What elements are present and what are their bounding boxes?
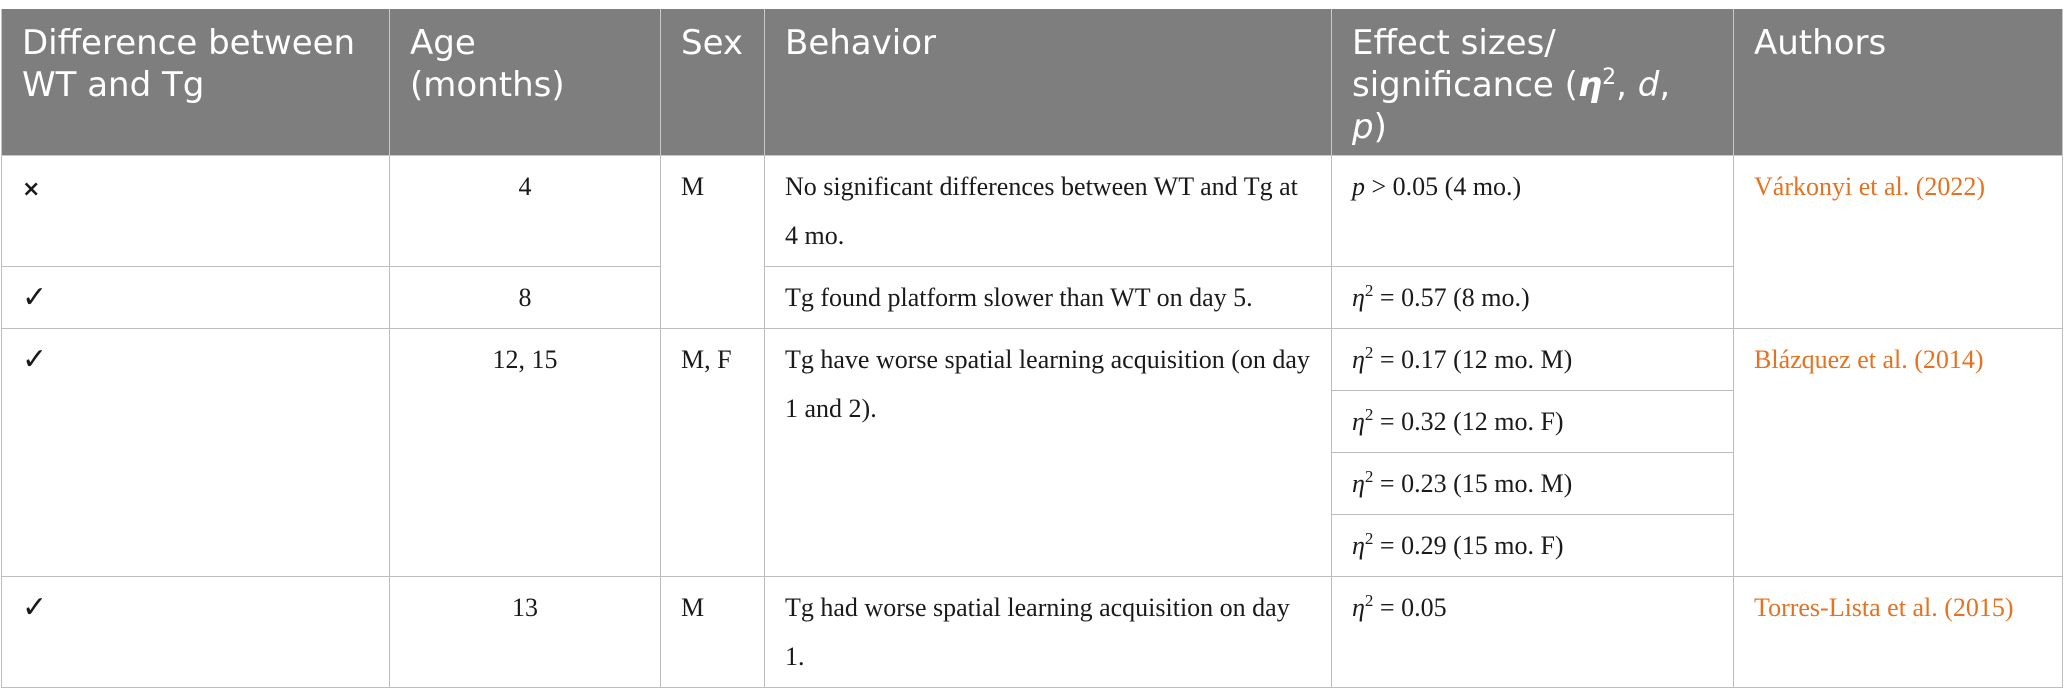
effect-cell: η2 = 0.29 (15 mo. F) xyxy=(1331,514,1734,577)
effect-symbol: η xyxy=(1352,469,1365,498)
table-row: ✓ 13 M Tg had worse spatial learning acq… xyxy=(1,576,2063,688)
effect-sup: 2 xyxy=(1364,528,1374,548)
effect-cell: η2 = 0.17 (12 mo. M) xyxy=(1331,328,1734,391)
effect-value: = 0.57 (8 mo.) xyxy=(1373,283,1530,312)
header-effect-sizes: Effect sizes/ significance (η2, d, p) xyxy=(1331,9,1734,156)
effect-sup: 2 xyxy=(1364,280,1374,300)
age-cell: 12, 15 xyxy=(389,328,661,577)
behavior-cell: Tg found platform slower than WT on day … xyxy=(764,266,1332,329)
effect-value: = 0.05 xyxy=(1373,593,1447,622)
effect-symbol: η xyxy=(1352,531,1365,560)
effect-sup: 2 xyxy=(1364,590,1374,610)
age-cell: 8 xyxy=(389,266,661,329)
header-effect-sup: 2 xyxy=(1602,64,1617,90)
header-effect-sep2: , xyxy=(1659,65,1671,105)
check-icon: ✓ xyxy=(22,280,48,315)
header-effect-prefix: Effect sizes/ significance ( xyxy=(1352,23,1578,105)
authors-cell: Várkonyi et al. (2022) xyxy=(1733,155,2063,329)
author-link[interactable]: Várkonyi et al. (2022) xyxy=(1754,172,1986,201)
difference-cell: × xyxy=(1,155,390,267)
sex-cell: M xyxy=(660,155,765,329)
table-row: ✓ 12, 15 M, F Tg have worse spatial lear… xyxy=(1,328,2063,577)
sex-cell: M xyxy=(660,576,765,688)
effect-cell: p > 0.05 (4 mo.) xyxy=(1331,155,1734,267)
author-link[interactable]: Torres-Lista et al. (2015) xyxy=(1754,593,2014,622)
table-row: × 4 M No significant differences between… xyxy=(1,155,2063,329)
effect-symbol: η xyxy=(1352,593,1365,622)
header-row: Difference between WT and Tg Age (months… xyxy=(1,9,2063,156)
sex-cell: M, F xyxy=(660,328,765,577)
effect-symbol: p xyxy=(1352,172,1365,201)
table-subrow: η2 = 0.29 (15 mo. F) xyxy=(2,514,2063,577)
effect-value: = 0.17 (12 mo. M) xyxy=(1373,345,1573,374)
header-sex: Sex xyxy=(660,9,765,156)
behavior-cell: Tg had worse spatial learning acquisitio… xyxy=(764,576,1332,688)
behavior-cell: Tg have worse spatial learning acquisiti… xyxy=(764,328,1332,577)
effect-symbol: η xyxy=(1352,345,1365,374)
effect-value: = 0.23 (15 mo. M) xyxy=(1373,469,1573,498)
difference-cell: ✓ xyxy=(1,576,390,688)
behavior-cell: No significant differences between WT an… xyxy=(764,155,1332,267)
effect-cell: η2 = 0.05 xyxy=(1331,576,1734,688)
header-difference: Difference between WT and Tg xyxy=(1,9,390,156)
header-effect-eta: η xyxy=(1577,65,1603,105)
header-authors: Authors xyxy=(1733,9,2063,156)
header-effect-d: d xyxy=(1637,65,1660,105)
effect-symbol: η xyxy=(1352,407,1365,436)
header-effect-suffix: ) xyxy=(1373,107,1387,147)
authors-cell: Torres-Lista et al. (2015) xyxy=(1733,576,2063,688)
effect-sup: 2 xyxy=(1364,342,1374,362)
cross-icon: × xyxy=(22,177,41,202)
effect-sup: 2 xyxy=(1364,404,1374,424)
check-icon: ✓ xyxy=(22,342,48,377)
effect-cell: η2 = 0.57 (8 mo.) xyxy=(1331,266,1734,329)
check-icon: ✓ xyxy=(22,590,48,625)
age-cell: 4 xyxy=(389,155,661,267)
difference-cell: ✓ xyxy=(1,328,390,577)
header-behavior: Behavior xyxy=(764,9,1332,156)
authors-cell: Blázquez et al. (2014) xyxy=(1733,328,2063,577)
effect-sup: 2 xyxy=(1364,466,1374,486)
effect-cell: η2 = 0.32 (12 mo. F) xyxy=(1331,390,1734,453)
table-subrow: η2 = 0.23 (15 mo. M) xyxy=(2,452,2063,515)
effect-value: = 0.32 (12 mo. F) xyxy=(1373,407,1564,436)
header-age: Age (months) xyxy=(389,9,661,156)
author-link[interactable]: Blázquez et al. (2014) xyxy=(1754,345,1984,374)
effect-cell: η2 = 0.23 (15 mo. M) xyxy=(1331,452,1734,515)
results-table: Difference between WT and Tg Age (months… xyxy=(1,9,2063,688)
table-subrow: η2 = 0.32 (12 mo. F) xyxy=(2,390,2063,453)
effect-value: > 0.05 (4 mo.) xyxy=(1365,172,1522,201)
header-effect-sep1: , xyxy=(1616,65,1638,105)
effect-symbol: η xyxy=(1352,283,1365,312)
header-effect-p: p xyxy=(1352,107,1374,147)
age-cell: 13 xyxy=(389,576,661,688)
difference-cell: ✓ xyxy=(1,266,390,329)
table-row: ✓ 8 Tg found platform slower than WT on … xyxy=(1,266,2063,329)
effect-value: = 0.29 (15 mo. F) xyxy=(1373,531,1564,560)
